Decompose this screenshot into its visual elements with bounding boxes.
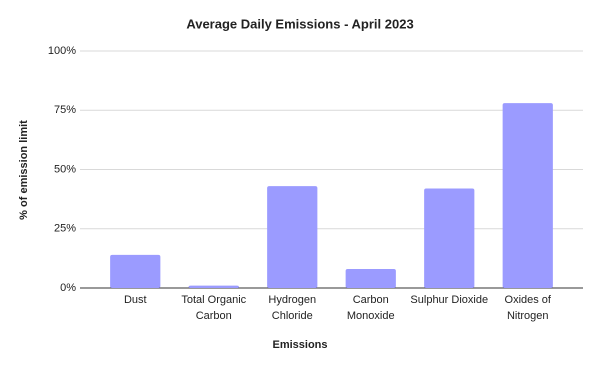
y-tick-label: 0% — [60, 282, 76, 294]
y-axis-label: % of emission limit — [18, 120, 30, 220]
x-axis-label: Emissions — [272, 339, 327, 351]
y-tick-label: 100% — [48, 45, 76, 57]
bar — [345, 269, 396, 288]
chart-title: Average Daily Emissions - April 2023 — [186, 16, 413, 31]
y-tick-label: 75% — [54, 104, 76, 116]
y-tick-label: 25% — [54, 223, 76, 235]
bar — [110, 254, 161, 288]
y-tick-label: 50% — [54, 163, 76, 175]
bar — [424, 188, 475, 288]
bar — [188, 285, 239, 288]
x-tick-label: Dust — [123, 294, 147, 306]
bar — [502, 103, 553, 288]
bar — [267, 186, 318, 288]
x-tick-label: Carbon Monoxide — [346, 294, 395, 322]
x-tick-label: Hydrogen Chloride — [268, 294, 317, 322]
x-tick-label: Oxides of Nitrogen — [504, 294, 551, 322]
x-tick-label: Sulphur Dioxide — [410, 294, 489, 306]
x-tick-label: Total Organic Carbon — [181, 294, 247, 322]
